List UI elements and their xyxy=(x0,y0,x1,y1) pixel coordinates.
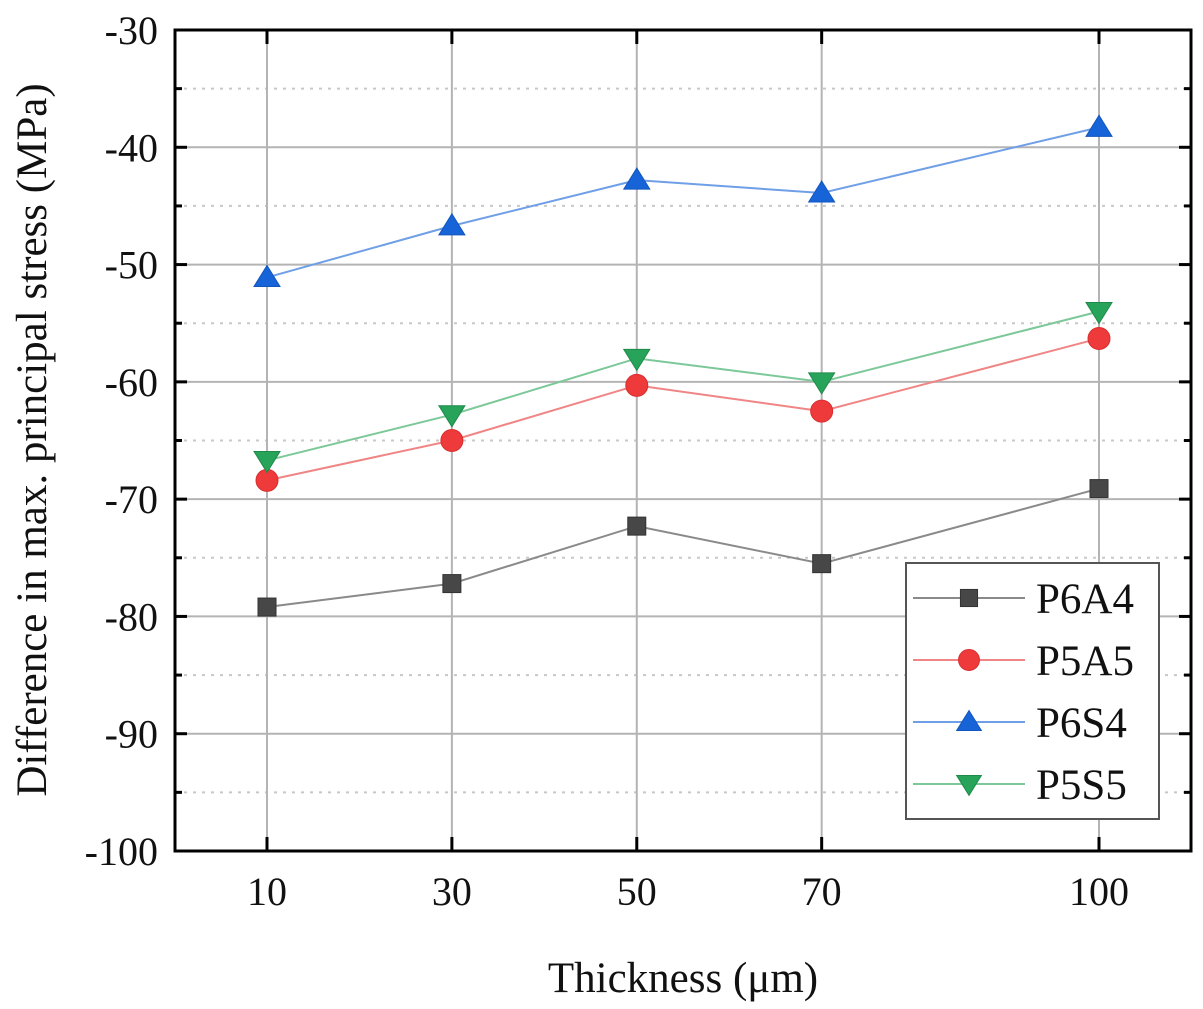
legend-label: P5S5 xyxy=(1036,762,1127,809)
circle-marker xyxy=(625,373,649,397)
triangle-up-marker xyxy=(622,167,651,190)
y-tick-label: -50 xyxy=(105,243,158,288)
triangle-up-marker xyxy=(253,264,281,287)
circle-marker xyxy=(958,649,980,671)
triangle-down-marker xyxy=(1085,301,1113,325)
triangle-down-marker xyxy=(955,774,983,797)
series-p6s4 xyxy=(253,114,1113,287)
x-axis-title: Thickness (μm) xyxy=(548,955,818,1002)
y-tick-label: -90 xyxy=(105,712,158,757)
x-tick-label: 50 xyxy=(617,869,657,914)
series-p5a5 xyxy=(255,326,1111,492)
triangle-up-marker xyxy=(1085,114,1113,137)
series-line xyxy=(266,126,1100,279)
y-tick-label: -80 xyxy=(105,594,158,639)
y-axis-title: Difference in max. principal stress (MPa… xyxy=(9,83,56,796)
y-tick-label: -70 xyxy=(105,477,158,522)
x-tick-label: 10 xyxy=(247,869,287,914)
triangle-down-marker xyxy=(622,348,651,372)
square-marker xyxy=(442,574,462,594)
triangle-down-marker xyxy=(437,405,466,428)
legend-item-p6a4: P6A4 xyxy=(913,576,1134,623)
circle-marker xyxy=(440,429,464,452)
triangle-up-marker xyxy=(437,212,466,236)
x-axis: 10 30 50 70 100 xyxy=(247,30,1129,914)
triangle-up-marker xyxy=(807,180,836,203)
x-tick-label: 100 xyxy=(1069,869,1129,914)
y-tick-label: -30 xyxy=(105,8,158,53)
series-line xyxy=(266,310,1100,462)
legend-item-p5s5: P5S5 xyxy=(913,762,1127,809)
square-marker xyxy=(959,588,979,608)
x-tick-label: 30 xyxy=(432,869,472,914)
legend-box xyxy=(905,562,1160,820)
legend: P6A4 P5A5 P6S4 P5S5 xyxy=(905,562,1160,820)
triangle-down-marker xyxy=(807,372,836,395)
series-layer xyxy=(253,114,1113,617)
circle-marker xyxy=(810,399,834,423)
square-marker xyxy=(257,597,277,617)
y-tick-label: -60 xyxy=(105,360,158,405)
legend-label: P5A5 xyxy=(1036,638,1134,685)
legend-item-p5a5: P5A5 xyxy=(913,638,1134,685)
y-tick-label: -40 xyxy=(105,125,158,170)
x-tick-label: 70 xyxy=(802,869,842,914)
triangle-up-marker xyxy=(955,709,983,732)
circle-marker xyxy=(1087,326,1111,350)
square-marker xyxy=(1089,479,1109,499)
series-line xyxy=(266,337,1100,482)
y-tick-label: -100 xyxy=(85,829,158,874)
triangle-down-marker xyxy=(253,450,281,474)
square-marker xyxy=(812,554,832,574)
legend-label: P6A4 xyxy=(1036,576,1134,623)
series-p5s5 xyxy=(253,301,1113,474)
legend-item-p6s4: P6S4 xyxy=(913,700,1127,747)
series-p6a4 xyxy=(257,479,1109,617)
legend-label: P6S4 xyxy=(1036,700,1127,747)
square-marker xyxy=(627,516,647,536)
y-axis: -30 -40 -50 -60 -70 -80 -90 -100 xyxy=(85,8,1191,874)
